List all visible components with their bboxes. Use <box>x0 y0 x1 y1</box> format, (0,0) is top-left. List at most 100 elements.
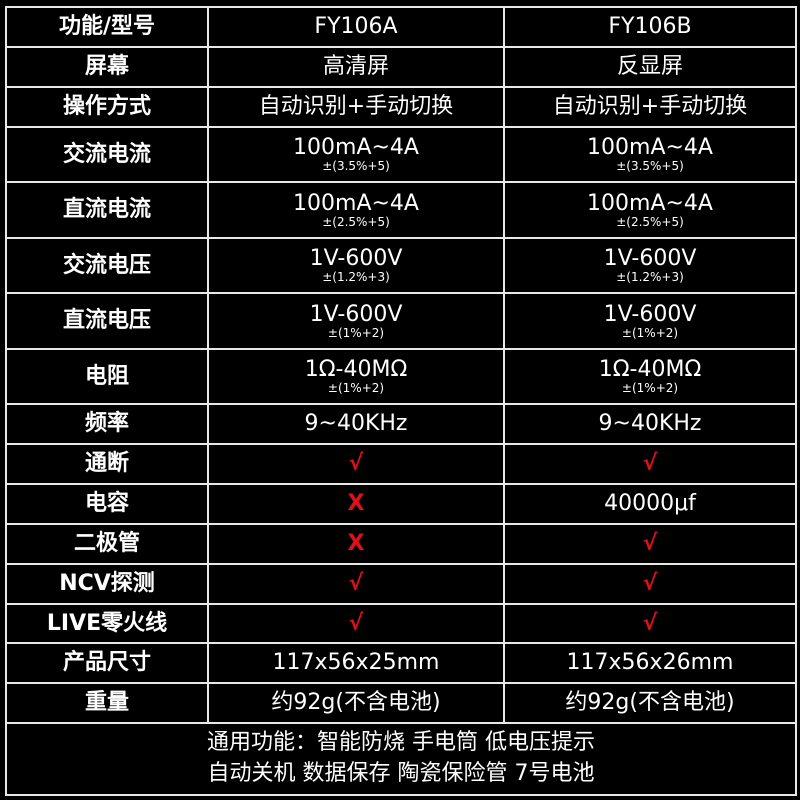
row-label: 直流电压 <box>5 292 209 350</box>
common-features: 通用功能：智能防烧 手电筒 低电压提示 自动关机 数据保存 陶瓷保险管 7号电池 <box>5 722 797 796</box>
cell-value: 9~40KHz <box>304 411 408 437</box>
header-row: 功能/型号 FY106A FY106B <box>5 6 797 48</box>
cell-a: √ <box>207 563 505 605</box>
cell-a: √ <box>207 603 505 644</box>
table-row: 二极管 X √ <box>5 523 797 565</box>
table-row: 直流电压 1V-600V ±(1%+2) 1V-600V ±(1%+2) <box>5 292 797 350</box>
cell-tolerance: ±(1%+2) <box>327 325 385 340</box>
cell-a: 自动识别+手动切换 <box>207 86 505 128</box>
cell-value: 自动识别+手动切换 <box>258 94 454 120</box>
cell-value: 反显屏 <box>616 54 683 80</box>
cell-value: 高清屏 <box>322 54 389 80</box>
cell-tolerance: ±(1%+2) <box>327 381 385 396</box>
cell-b: √ <box>503 563 797 605</box>
cell-tolerance: ±(1.2%+3) <box>616 270 684 285</box>
cell-tolerance: ±(1%+2) <box>621 381 679 396</box>
row-label: NCV探测 <box>5 563 209 605</box>
cell-value: 100mA~4A <box>587 190 713 216</box>
cell-value: 约92g(不含电池) <box>565 690 735 716</box>
row-label: 通断 <box>5 443 209 485</box>
cell-value: 117x56x25mm <box>272 650 440 676</box>
cell-tolerance: ±(2.5%+5) <box>616 214 684 229</box>
table-row: 交流电流 100mA~4A ±(3.5%+5) 100mA~4A ±(3.5%+5) <box>5 126 797 183</box>
table-row: 重量 约92g(不含电池) 约92g(不含电池) <box>5 682 797 724</box>
row-label: 电阻 <box>5 348 209 405</box>
cell-value: 40000μf <box>604 491 696 517</box>
check-mark-icon: √ <box>348 610 364 636</box>
cell-a: 高清屏 <box>207 46 505 88</box>
model-b: FY106B <box>503 6 797 48</box>
row-label: 电容 <box>5 483 209 525</box>
features-line1: 通用功能：智能防烧 手电筒 低电压提示 <box>207 730 595 756</box>
cell-value: 1V-600V <box>603 246 697 272</box>
table-row: LIVE零火线 √ √ <box>5 603 797 644</box>
row-label: LIVE零火线 <box>5 603 209 644</box>
cell-value: 100mA~4A <box>293 135 419 161</box>
cell-value: 1V-600V <box>603 301 697 327</box>
row-label: 操作方式 <box>5 86 209 128</box>
cell-b: 反显屏 <box>503 46 797 88</box>
cross-mark-icon: X <box>347 491 365 517</box>
cell-b: 9~40KHz <box>503 403 797 445</box>
cell-b: 1V-600V ±(1%+2) <box>503 292 797 350</box>
cell-value: 100mA~4A <box>293 190 419 216</box>
cell-b: 40000μf <box>503 483 797 525</box>
cell-a: 1V-600V ±(1.2%+3) <box>207 237 505 294</box>
comparison-table: 功能/型号 FY106A FY106B 屏幕 高清屏 反显屏操作方式 自动识别+手动切… <box>5 6 797 796</box>
row-label: 直流电流 <box>5 181 209 239</box>
cell-value: 1V-600V <box>309 246 403 272</box>
cell-tolerance: ±(2.5%+5) <box>322 214 390 229</box>
features-line2: 自动关机 数据保存 陶瓷保险管 7号电池 <box>207 761 595 786</box>
row-label: 交流电压 <box>5 237 209 294</box>
table-row: 电阻 1Ω-40MΩ ±(1%+2) 1Ω-40MΩ ±(1%+2) <box>5 348 797 405</box>
cell-a: 1Ω-40MΩ ±(1%+2) <box>207 348 505 405</box>
cell-value: 自动识别+手动切换 <box>552 94 748 120</box>
cell-a: 9~40KHz <box>207 403 505 445</box>
cell-value: 100mA~4A <box>587 135 713 161</box>
cell-a: 100mA~4A ±(2.5%+5) <box>207 181 505 239</box>
table-row: 交流电压 1V-600V ±(1.2%+3) 1V-600V ±(1.2%+3) <box>5 237 797 294</box>
cell-b: 117x56x26mm <box>503 642 797 684</box>
cell-value: 9~40KHz <box>598 411 702 437</box>
cell-a: X <box>207 483 505 525</box>
cell-b: 1Ω-40MΩ ±(1%+2) <box>503 348 797 405</box>
cell-a: √ <box>207 443 505 485</box>
cell-b: 1V-600V ±(1.2%+3) <box>503 237 797 294</box>
cell-a: X <box>207 523 505 565</box>
row-label: 重量 <box>5 682 209 724</box>
table-row: 操作方式 自动识别+手动切换 自动识别+手动切换 <box>5 86 797 128</box>
row-label: 屏幕 <box>5 46 209 88</box>
table-row: 电容 X 40000μf <box>5 483 797 525</box>
cell-value: 1Ω-40MΩ <box>598 357 702 383</box>
row-label: 交流电流 <box>5 126 209 183</box>
check-mark-icon: √ <box>642 571 658 597</box>
check-mark-icon: √ <box>348 571 364 597</box>
table-row: NCV探测 √ √ <box>5 563 797 605</box>
table-row: 产品尺寸 117x56x25mm 117x56x26mm <box>5 642 797 684</box>
cell-value: 117x56x26mm <box>566 650 734 676</box>
cross-mark-icon: X <box>347 531 365 557</box>
cell-a: 1V-600V ±(1%+2) <box>207 292 505 350</box>
cell-b: 100mA~4A ±(3.5%+5) <box>503 126 797 183</box>
model-a: FY106A <box>207 6 505 48</box>
cell-value: 1V-600V <box>309 301 403 327</box>
table-row: 屏幕 高清屏 反显屏 <box>5 46 797 88</box>
cell-tolerance: ±(3.5%+5) <box>616 159 684 174</box>
check-mark-icon: √ <box>348 451 364 477</box>
row-label: 二极管 <box>5 523 209 565</box>
cell-b: 自动识别+手动切换 <box>503 86 797 128</box>
cell-value: 1Ω-40MΩ <box>304 357 408 383</box>
cell-value: 约92g(不含电池) <box>271 690 441 716</box>
table-row: 频率 9~40KHz 9~40KHz <box>5 403 797 445</box>
cell-a: 约92g(不含电池) <box>207 682 505 724</box>
cell-b: 100mA~4A ±(2.5%+5) <box>503 181 797 239</box>
table-row: 通断 √ √ <box>5 443 797 485</box>
check-mark-icon: √ <box>642 451 658 477</box>
cell-a: 100mA~4A ±(3.5%+5) <box>207 126 505 183</box>
cell-b: √ <box>503 603 797 644</box>
cell-b: √ <box>503 443 797 485</box>
row-label: 频率 <box>5 403 209 445</box>
cell-tolerance: ±(3.5%+5) <box>322 159 390 174</box>
row-label: 产品尺寸 <box>5 642 209 684</box>
table-row: 直流电流 100mA~4A ±(2.5%+5) 100mA~4A ±(2.5%+5) <box>5 181 797 239</box>
